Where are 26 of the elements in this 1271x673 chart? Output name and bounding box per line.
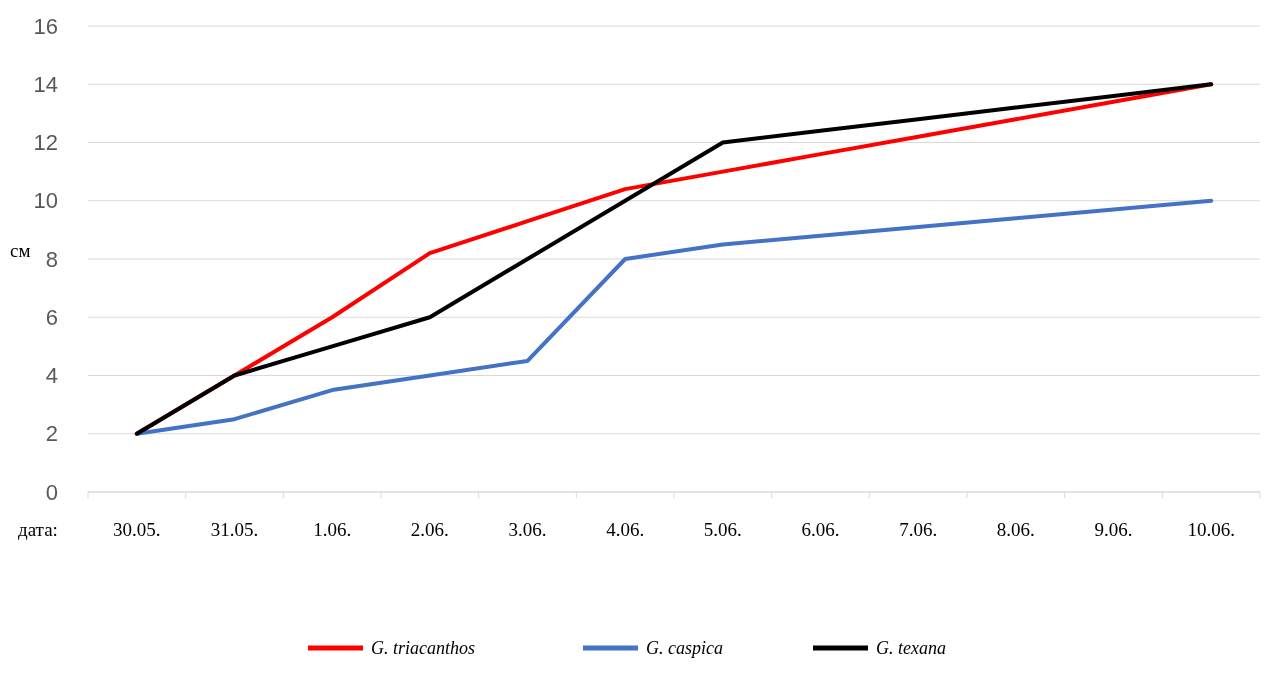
x-tick-label: 9.06. bbox=[1094, 519, 1133, 540]
legend-label: G. texana bbox=[876, 638, 946, 658]
legend-label: G. triacanthos bbox=[371, 638, 476, 658]
x-tick-label: 10.06. bbox=[1187, 519, 1235, 540]
x-tick-label: 31.05. bbox=[210, 519, 259, 540]
y-tick-label: 10 bbox=[33, 188, 58, 214]
y-tick-label: 4 bbox=[45, 363, 58, 389]
x-tick-label: 4.06. bbox=[606, 519, 645, 540]
x-tick-label: 5.06. bbox=[703, 519, 742, 540]
y-tick-label: 16 bbox=[33, 13, 58, 39]
x-tick-label: 30.05. bbox=[113, 519, 161, 540]
y-tick-label: 2 bbox=[45, 421, 58, 447]
y-tick-label: 0 bbox=[45, 479, 58, 505]
y-tick-label: 14 bbox=[33, 71, 58, 97]
x-axis-title: дата: bbox=[18, 519, 58, 540]
y-tick-label: 8 bbox=[45, 246, 58, 272]
x-tick-label: 8.06. bbox=[996, 519, 1035, 540]
x-tick-label: 1.06. bbox=[313, 519, 352, 540]
x-tick-label: 2.06. bbox=[410, 519, 449, 540]
legend-label: G. caspica bbox=[646, 638, 723, 658]
x-tick-label: 6.06. bbox=[801, 519, 840, 540]
y-axis-title: см bbox=[10, 240, 31, 261]
y-tick-label: 6 bbox=[45, 304, 58, 330]
x-tick-label: 7.06. bbox=[899, 519, 938, 540]
x-tick-label: 3.06. bbox=[508, 519, 547, 540]
y-tick-label: 12 bbox=[33, 130, 58, 156]
